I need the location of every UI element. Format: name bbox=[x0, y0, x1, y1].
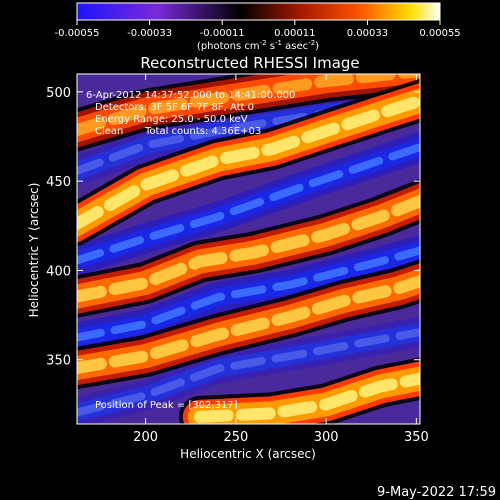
colorbar-tick-label: -0.00055 bbox=[55, 28, 100, 39]
dark-band-3 bbox=[77, 328, 420, 417]
chart-title: Reconstructed RHESSI Image bbox=[140, 54, 359, 72]
dark-band-1 bbox=[77, 142, 420, 265]
colorbar-ticks: -0.00055 -0.00033 -0.00011 0.00011 0.00033 0.… bbox=[55, 20, 461, 39]
bright-band-3 bbox=[77, 274, 420, 375]
x-tick-label: 250 bbox=[223, 430, 248, 445]
x-tick-label: 300 bbox=[314, 430, 339, 445]
annotation-detectors: Detectors: 3F 5F 6F 7F 8F, Att 0 bbox=[95, 102, 254, 113]
annotation-energy: Energy Range: 25.0 - 50.0 keV bbox=[95, 114, 248, 125]
plot-frame bbox=[76, 73, 421, 425]
colorbar-gradient bbox=[76, 2, 441, 21]
x-tick-label: 200 bbox=[133, 430, 158, 445]
colorbar-tick-label: 0.00033 bbox=[347, 28, 388, 39]
x-tick-label: 350 bbox=[404, 430, 429, 445]
bright-band-4 bbox=[193, 372, 420, 423]
annotation-time-range: 6-Apr-2012 14:37:52.000 to 14:41:00.000 bbox=[86, 90, 295, 101]
annotations: 6-Apr-2012 14:37:52.000 to 14:41:00.000 … bbox=[86, 90, 295, 411]
dark-band-2 bbox=[77, 246, 420, 342]
colorbar-tick-label: 0.00055 bbox=[419, 28, 460, 39]
bright-band-0 bbox=[77, 74, 420, 137]
intensity-bands bbox=[77, 74, 420, 424]
annotation-peak: Position of Peak = [302,317] bbox=[95, 400, 238, 411]
colorbar-tick-label: -0.00033 bbox=[127, 28, 172, 39]
y-tick-label: 450 bbox=[46, 175, 71, 190]
y-tick-label: 350 bbox=[46, 354, 71, 369]
y-axis-label: Heliocentric Y (arcsec) bbox=[27, 183, 41, 318]
colorbar-label: (photons cm-2 s-1 asec-2) bbox=[197, 39, 319, 52]
y-tick-label: 500 bbox=[46, 86, 71, 101]
y-tick-label: 400 bbox=[46, 264, 71, 279]
annotation-method: Clean bbox=[95, 126, 123, 137]
colorbar-tick-label: 0.00011 bbox=[274, 28, 315, 39]
x-axis-label: Heliocentric X (arcsec) bbox=[180, 447, 316, 461]
bright-band-2 bbox=[77, 194, 420, 303]
annotation-total-counts: Total counts: 4.36E+03 bbox=[144, 126, 261, 137]
bright-band-1 bbox=[77, 94, 420, 231]
image-plot bbox=[77, 74, 420, 424]
axes: 200 250 300 350 350 400 450 500 bbox=[46, 74, 429, 445]
colorbar-tick-label: -0.00011 bbox=[200, 28, 245, 39]
colorbar: -0.00055 -0.00033 -0.00011 0.00011 0.00033 0.… bbox=[55, 2, 461, 52]
footer-timestamp: 9-May-2022 17:59 bbox=[377, 485, 496, 500]
